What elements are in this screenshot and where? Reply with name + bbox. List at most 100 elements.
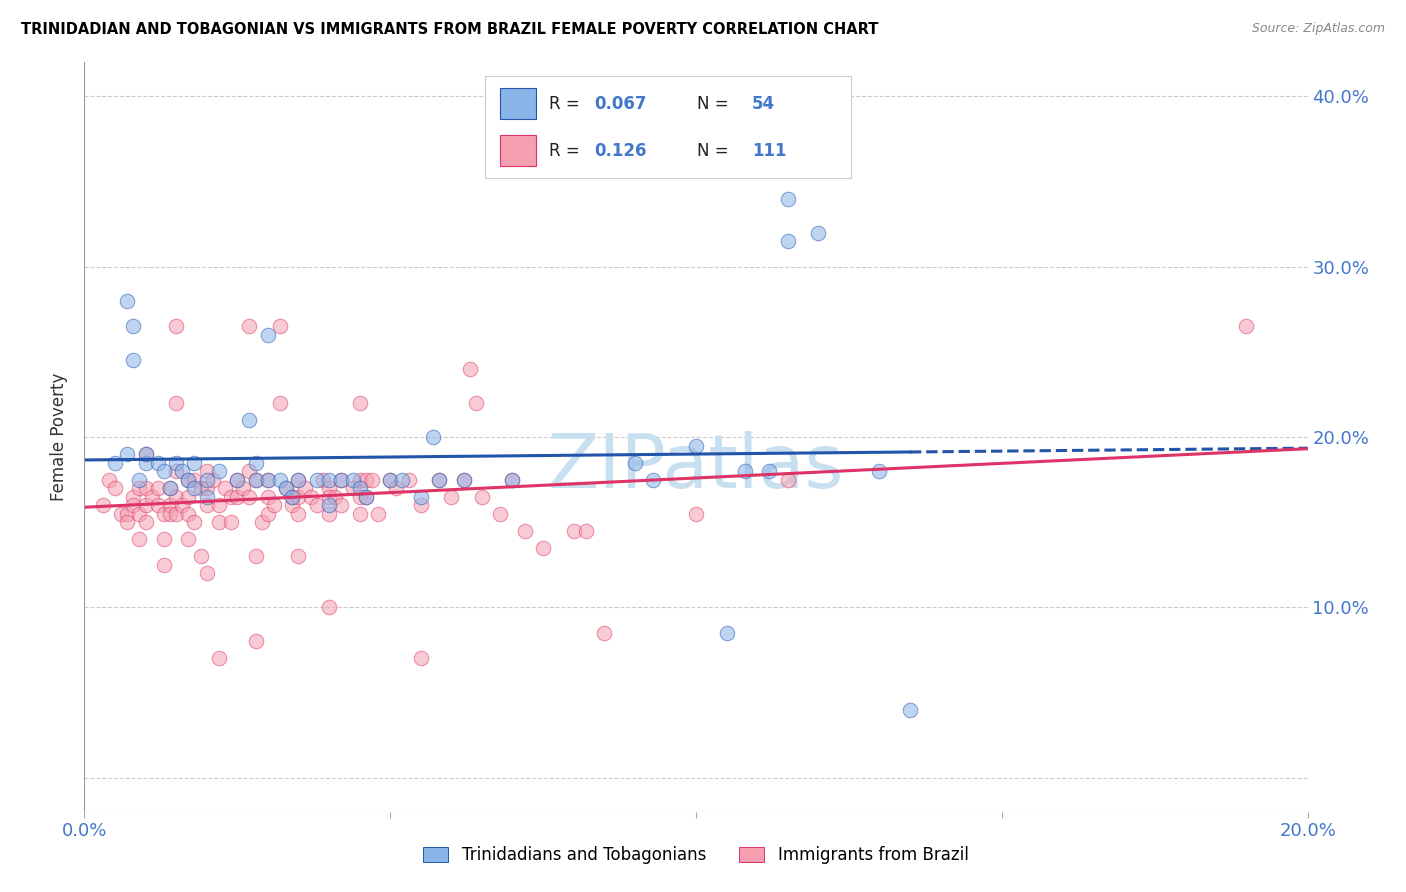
Point (190, 481, 212, 495)
Point (869, 464, 891, 478)
Point (593, 626, 616, 640)
Text: 54: 54 (752, 95, 775, 112)
Point (643, 473, 665, 487)
Point (281, 498, 304, 512)
Point (153, 558, 176, 572)
Point (562, 524, 585, 538)
Point (257, 507, 280, 521)
Point (183, 481, 205, 495)
Point (177, 533, 200, 547)
Point (342, 481, 364, 495)
Point (177, 473, 200, 487)
Point (685, 439, 707, 453)
Point (685, 507, 707, 521)
Point (110, 507, 132, 521)
Point (115, 515, 138, 529)
Point (427, 473, 450, 487)
Point (122, 353, 145, 368)
Point (305, 473, 328, 487)
Point (898, 702, 921, 716)
Y-axis label: Female Poverty: Female Poverty (51, 373, 69, 501)
Point (318, 600, 340, 615)
Point (195, 490, 218, 504)
Point (287, 490, 309, 504)
Point (458, 362, 481, 376)
Point (269, 396, 291, 410)
Point (776, 192, 799, 206)
Point (183, 456, 205, 470)
Point (257, 490, 280, 504)
Point (208, 651, 231, 665)
Point (122, 490, 145, 504)
Point (208, 464, 231, 478)
Point (257, 327, 280, 342)
Point (135, 481, 157, 495)
Point (471, 490, 494, 504)
Point (807, 226, 830, 240)
Point (776, 473, 799, 487)
Point (172, 464, 194, 478)
Point (269, 319, 291, 334)
Point (245, 473, 267, 487)
Point (135, 456, 157, 470)
Point (287, 473, 309, 487)
Point (305, 498, 328, 512)
Point (159, 481, 181, 495)
Point (91, 498, 114, 512)
Point (409, 498, 432, 512)
Point (135, 515, 157, 529)
Text: Source: ZipAtlas.com: Source: ZipAtlas.com (1251, 22, 1385, 36)
Point (575, 524, 598, 538)
Point (354, 490, 377, 504)
Point (183, 515, 205, 529)
Point (159, 507, 181, 521)
Point (104, 456, 127, 470)
Point (349, 490, 371, 504)
FancyBboxPatch shape (499, 88, 536, 119)
Point (758, 464, 780, 478)
Point (128, 473, 150, 487)
Point (195, 473, 218, 487)
Point (177, 490, 200, 504)
Point (453, 473, 475, 487)
Point (287, 549, 309, 564)
Point (380, 473, 402, 487)
Text: R =: R = (548, 95, 585, 112)
Point (183, 473, 205, 487)
Point (122, 498, 145, 512)
Point (367, 507, 389, 521)
Point (318, 481, 340, 495)
Point (165, 396, 187, 410)
Point (287, 507, 309, 521)
Point (257, 473, 280, 487)
Point (226, 473, 249, 487)
Point (104, 481, 127, 495)
Text: 0.126: 0.126 (595, 142, 647, 160)
Point (195, 498, 218, 512)
Point (398, 473, 420, 487)
Point (489, 507, 512, 521)
Point (238, 413, 260, 427)
Point (409, 490, 432, 504)
Point (391, 473, 413, 487)
Point (128, 481, 150, 495)
Point (165, 319, 187, 334)
Point (354, 490, 377, 504)
Point (287, 473, 309, 487)
Point (195, 481, 218, 495)
FancyBboxPatch shape (499, 136, 536, 166)
Point (135, 447, 157, 461)
Point (330, 473, 353, 487)
Point (219, 515, 242, 529)
Point (464, 396, 486, 410)
Point (165, 507, 187, 521)
Point (165, 464, 187, 478)
Point (624, 456, 647, 470)
Point (245, 549, 267, 564)
Point (214, 481, 236, 495)
Point (276, 481, 298, 495)
Point (513, 524, 536, 538)
Point (135, 498, 157, 512)
Point (146, 481, 169, 495)
Point (232, 481, 254, 495)
